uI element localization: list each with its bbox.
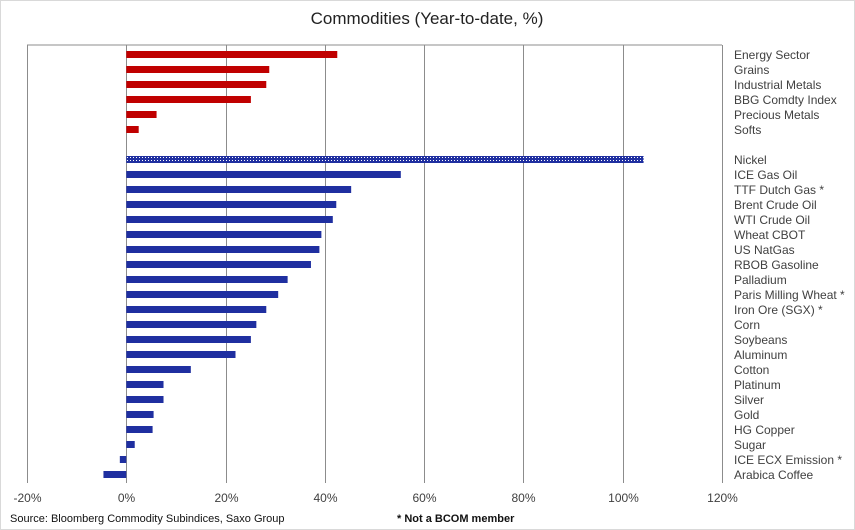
category-label: Nickel: [734, 153, 767, 167]
category-label: Cotton: [734, 363, 769, 377]
x-tick-label: -20%: [13, 491, 41, 505]
grid-lines: [27, 45, 723, 483]
category-label: Palladium: [734, 273, 787, 287]
category-label: Industrial Metals: [734, 78, 821, 92]
category-label: TTF Dutch Gas *: [734, 183, 824, 197]
x-tick-label: 120%: [707, 491, 738, 505]
bar-aluminum: [126, 351, 236, 358]
bar-sugar: [126, 441, 135, 448]
bar-industrial-metals: [126, 81, 267, 88]
bar-grains: [126, 66, 270, 73]
category-label: US NatGas: [734, 243, 795, 257]
bar-energy-sector: [126, 51, 338, 58]
category-label: WTI Crude Oil: [734, 213, 810, 227]
category-label: Grains: [734, 63, 769, 77]
category-label: Energy Sector: [734, 48, 810, 62]
category-label: RBOB Gasoline: [734, 258, 819, 272]
bar-corn: [126, 321, 257, 328]
bar-platinum: [126, 381, 164, 388]
chart-title: Commodities (Year-to-date, %): [311, 9, 544, 28]
bar-bbg-comdty-index: [126, 96, 251, 103]
category-label: Corn: [734, 318, 760, 332]
category-label: HG Copper: [734, 423, 795, 437]
bar-wti-crude-oil: [126, 216, 333, 223]
bar-wheat-cbot: [126, 231, 322, 238]
category-label: BBG Comdty Index: [734, 93, 837, 107]
bar-cotton: [126, 366, 191, 373]
bar-precious-metals: [126, 111, 157, 118]
x-axis-ticks: -20% 0% 20% 40% 60% 80% 100% 120%: [13, 491, 738, 505]
source-note: Source: Bloomberg Commodity Subindices, …: [10, 513, 285, 525]
bar-paris-milling-wheat: [126, 291, 279, 298]
bar-hg-copper: [126, 426, 153, 433]
bcom-member-note: * Not a BCOM member: [397, 513, 515, 525]
category-label: Soybeans: [734, 333, 787, 347]
category-label: Iron Ore (SGX) *: [734, 303, 823, 317]
bar-arabica-coffee: [103, 471, 127, 478]
category-label: Softs: [734, 123, 761, 137]
category-label: Platinum: [734, 378, 781, 392]
category-label: Sugar: [734, 438, 766, 452]
category-label: Wheat CBOT: [734, 228, 806, 242]
bar-silver: [126, 396, 164, 403]
category-label: Gold: [734, 408, 759, 422]
category-label: Silver: [734, 393, 764, 407]
bar-iron-ore-sgx: [126, 306, 267, 313]
category-label: ICE Gas Oil: [734, 168, 797, 182]
category-label: Aluminum: [734, 348, 787, 362]
bar-palladium: [126, 276, 288, 283]
category-label: Paris Milling Wheat *: [734, 288, 845, 302]
bar-gold: [126, 411, 154, 418]
x-tick-label: 20%: [214, 491, 238, 505]
x-tick-label: 40%: [313, 491, 337, 505]
category-label: ICE ECX Emission *: [734, 453, 842, 467]
category-label: Precious Metals: [734, 108, 819, 122]
bar-us-natgas: [126, 246, 320, 253]
x-tick-label: 80%: [511, 491, 535, 505]
x-tick-label: 100%: [608, 491, 639, 505]
category-label: Brent Crude Oil: [734, 198, 817, 212]
x-tick-label: 0%: [118, 491, 136, 505]
bar-ttf-dutch-gas: [126, 186, 352, 193]
category-label: Arabica Coffee: [734, 468, 813, 482]
x-tick-label: 60%: [412, 491, 436, 505]
bars: [103, 51, 644, 478]
bar-rbob-gasoline: [126, 261, 311, 268]
bar-ice-ecx-emission: [119, 456, 127, 463]
bar-softs: [126, 126, 139, 133]
bar-brent-crude-oil: [126, 201, 337, 208]
bar-soybeans: [126, 336, 251, 343]
bar-nickel: [126, 156, 644, 163]
bar-ice-gas-oil: [126, 171, 401, 178]
